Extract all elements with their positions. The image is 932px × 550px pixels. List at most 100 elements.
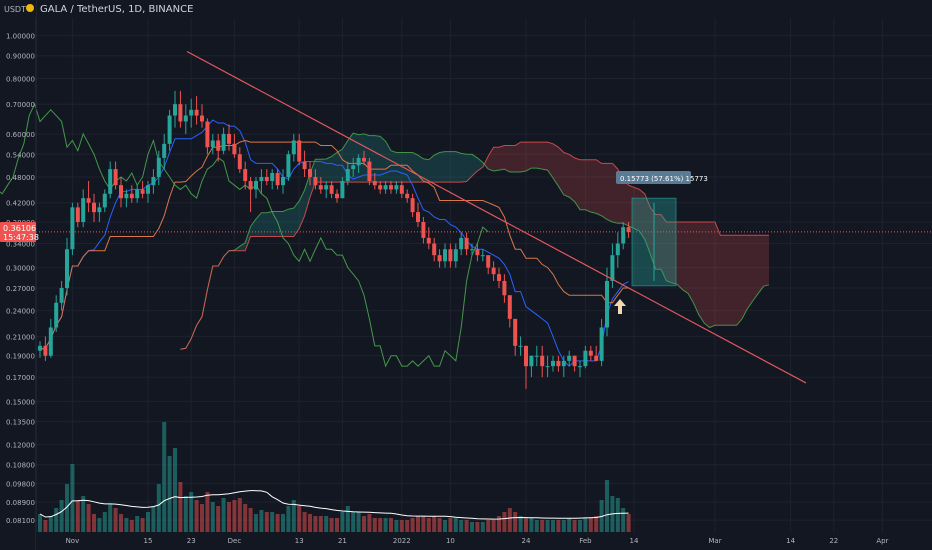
candle-body: [270, 173, 275, 182]
volume-bar: [194, 500, 199, 532]
cloud-segment: [536, 142, 543, 170]
x-tick-label: 2022: [393, 537, 411, 545]
cloud-segment: [391, 150, 397, 183]
candle-body: [605, 280, 609, 328]
time-axis[interactable]: Nov1523Dec132120221024Feb14Mar1422Apr11: [36, 532, 932, 550]
cloud-segment: [731, 235, 737, 326]
candle: [59, 280, 64, 311]
volume-bar: [129, 520, 134, 532]
x-tick-label: 24: [522, 537, 531, 545]
volume-bar: [329, 518, 334, 532]
candle: [97, 202, 102, 223]
cloud-segment: [580, 159, 586, 210]
volume-bar: [340, 512, 345, 532]
volume-bar: [545, 520, 550, 532]
volume-bar: [621, 508, 626, 532]
volume-bar: [270, 512, 275, 532]
volume-bar: [367, 514, 372, 532]
cloud-segment: [288, 207, 294, 237]
candle-body: [513, 318, 518, 346]
candle-body: [372, 181, 377, 186]
cloud-segment: [455, 151, 462, 183]
volume-bar: [426, 518, 431, 532]
cloud-segment: [520, 142, 526, 173]
drawing-tools[interactable]: [36, 50, 932, 384]
cloud-segment: [644, 193, 651, 254]
candle-body: [340, 181, 345, 199]
volume-bar: [113, 508, 118, 532]
volume-bar: [356, 512, 361, 532]
candle-body: [367, 161, 372, 182]
cloud-segment: [374, 135, 381, 183]
cloud-segment: [472, 154, 478, 176]
x-tick-label: Dec: [228, 537, 242, 545]
candle: [194, 96, 199, 125]
cloud-segment: [439, 151, 445, 183]
candle-body: [324, 185, 329, 190]
candle: [102, 189, 107, 213]
volume-bar: [588, 518, 593, 532]
candle-body: [615, 243, 620, 256]
candle-body: [178, 104, 183, 122]
candle: [162, 133, 167, 170]
candle-body: [405, 193, 410, 199]
candle-body: [275, 173, 280, 186]
candle: [146, 181, 150, 203]
cloud-segment: [688, 222, 694, 303]
y-tick-label: 0.27000: [6, 285, 35, 293]
cloud-segment: [488, 147, 494, 172]
volume-bar: [75, 500, 80, 532]
volume-bar: [243, 504, 248, 532]
candle-body: [173, 104, 177, 116]
candle-body: [551, 360, 555, 367]
y-tick-label: 0.12000: [6, 441, 35, 449]
candle-body: [281, 176, 285, 186]
volume-bar: [140, 518, 145, 532]
candle: [75, 202, 80, 228]
volume-bar: [248, 508, 253, 532]
volume-bar: [491, 520, 496, 532]
candle-body: [151, 176, 156, 186]
cloud-segment: [272, 211, 278, 237]
candle: [610, 243, 615, 288]
volume-bar: [48, 516, 53, 532]
cloud-segment: [509, 145, 516, 173]
cloud-segment: [445, 151, 451, 183]
candle: [108, 161, 113, 199]
volume-bar: [146, 512, 150, 532]
cloud-segment: [450, 151, 456, 183]
candle-body: [189, 109, 194, 116]
cloud-segment: [752, 235, 759, 301]
cloud-segment: [239, 242, 246, 251]
cloud-segment: [499, 145, 505, 171]
candle: [200, 104, 204, 128]
y-tick-label: 0.21000: [6, 333, 35, 341]
base-line: [39, 139, 629, 350]
candle: [178, 90, 183, 128]
y-tick-label: 0.54000: [6, 151, 35, 159]
cloud-segment: [709, 222, 715, 328]
candle: [275, 169, 280, 190]
cloud-segment: [666, 222, 672, 283]
cloud-segment: [310, 159, 316, 198]
volume-bar: [486, 520, 491, 532]
cloud-segment: [758, 235, 764, 294]
volume-bar: [264, 512, 269, 532]
cloud-segment: [585, 159, 591, 213]
candle-body: [297, 140, 302, 162]
volume-bar: [567, 518, 572, 532]
cloud-segment: [639, 189, 645, 240]
candle: [356, 154, 361, 174]
candle: [232, 133, 237, 158]
x-tick-label: 21: [338, 537, 347, 545]
volume-bar: [507, 508, 512, 532]
volume-bar: [437, 518, 442, 532]
candle-body: [524, 345, 528, 367]
candle: [135, 185, 140, 203]
y-tick-label: 0.70000: [6, 101, 35, 109]
candle-body: [335, 193, 339, 199]
candle: [545, 355, 550, 378]
candle: [534, 345, 539, 367]
candle-body: [362, 157, 366, 162]
